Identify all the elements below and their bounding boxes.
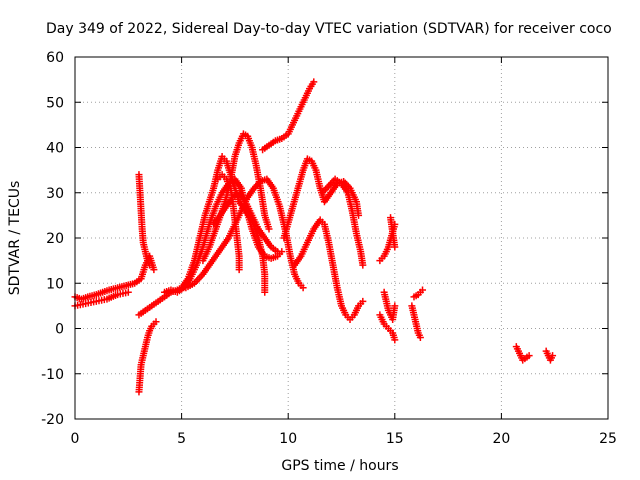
data-point [391,336,399,344]
y-tick-label: 40 [46,141,64,157]
y-tick-label: 10 [46,276,64,292]
series-s22 [542,347,557,364]
y-tick-label: 30 [46,186,64,202]
y-tick-label: 60 [46,50,64,66]
series-s4 [135,318,160,396]
series-s2 [71,288,132,310]
data-point [391,243,399,251]
data-point [359,261,367,269]
series-s10 [214,171,243,274]
x-tick-label: 0 [71,431,80,447]
series-s11 [280,155,363,242]
x-axis-label: GPS time / hours [281,458,398,474]
series-s18 [387,214,399,251]
y-tick-label: 0 [55,322,64,338]
series-s14 [259,78,318,154]
plot-frame [74,56,609,420]
series-s20 [410,286,427,301]
series-s1 [71,252,158,303]
chart-title: Day 349 of 2022, Sidereal Day-to-day VTE… [46,21,612,37]
data-point [265,225,273,233]
y-tick-label: 20 [46,231,64,247]
axis-ticks: 0 5 10 15 20 25 -20 -10 0 10 20 30 40 50 60 [41,50,617,447]
data-point [235,266,243,274]
data-point [152,318,160,326]
data-point [310,78,318,86]
data-point [359,297,367,305]
x-tick-label: 25 [599,431,617,447]
data-point [274,248,282,256]
series-s13 [318,175,367,269]
series-s21 [512,343,533,364]
series-s5 [135,153,269,319]
y-tick-label: -20 [41,412,64,428]
x-tick-label: 20 [492,431,510,447]
grid-lines [75,57,608,419]
y-tick-label: -10 [41,367,64,383]
x-tick-label: 15 [386,431,404,447]
y-tick-label: 50 [46,95,64,111]
data-point [261,288,269,296]
data-point [146,261,154,269]
data-point [150,266,158,274]
data-points [71,78,557,396]
data-point [525,352,533,360]
data-point [391,302,399,310]
data-point [124,288,132,296]
series-s3 [135,171,154,269]
series-s12 [291,216,367,323]
x-tick-label: 5 [177,431,186,447]
data-point [416,334,424,342]
series-s16 [380,288,399,323]
x-tick-label: 10 [279,431,297,447]
data-point [299,284,307,292]
data-point [419,286,427,294]
data-point [549,352,557,360]
series-s19 [408,302,424,342]
y-axis-label: SDTVAR / TECUs [7,181,23,296]
series-s15 [376,311,399,344]
